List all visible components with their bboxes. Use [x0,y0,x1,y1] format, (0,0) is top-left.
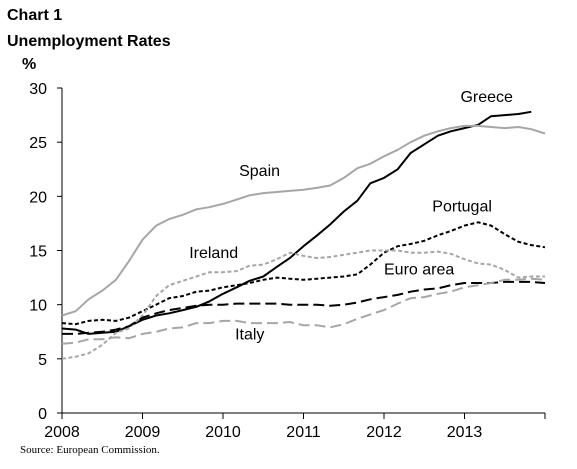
series-label-greece: Greece [460,89,513,106]
series-label-italy: Italy [235,326,264,343]
chart-subtitle: Unemployment Rates [7,33,171,50]
x-tick-label: 2008 [44,424,80,441]
y-axis-unit-label: % [22,56,37,73]
x-tick-label: 2009 [125,424,161,441]
series-line-italy [61,277,546,345]
y-tick-label: 25 [29,135,47,152]
x-tick-label: 2010 [205,424,241,441]
series-line-portugal [61,221,546,326]
chart-title: Chart 1 [7,7,63,24]
y-tick-label: 30 [29,81,47,98]
series-label-ireland: Ireland [189,245,238,262]
y-tick-label: 5 [38,352,47,369]
series-line-ireland [61,249,545,360]
series-label-portugal: Portugal [432,199,492,216]
x-tick-label: 2013 [447,424,483,441]
y-tick-label: 15 [29,244,47,261]
series-line-spain [61,124,546,317]
series-label-spain: Spain [239,163,280,180]
source-note: Source: European Commission. [20,444,160,456]
y-tick-label: 20 [29,189,47,206]
x-tick-label: 2012 [366,424,402,441]
y-tick-label: 0 [38,406,47,423]
series-line-euro-area [62,280,546,335]
y-tick-label: 10 [29,298,47,315]
x-tick-label: 2011 [286,424,321,441]
series-line-greece [61,110,532,335]
series-label-euro-area: Euro area [384,261,454,278]
